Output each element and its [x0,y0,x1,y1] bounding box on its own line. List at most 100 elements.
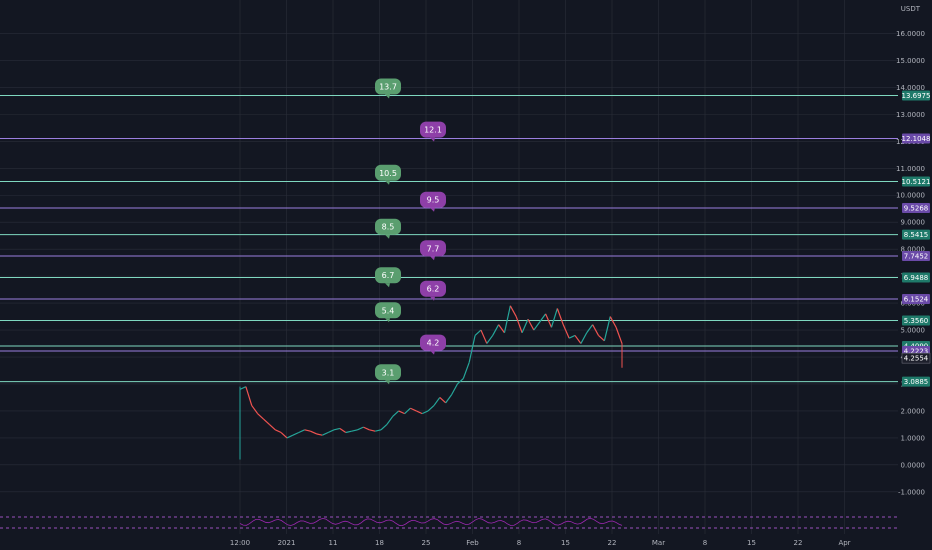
level-tag-bg [902,203,930,214]
price-segment [275,429,282,434]
x-axis: 12:00 2021 11 18 25 Feb 8 15 22 Mar 8 15 22 Apr [230,539,851,547]
x-tick-label: 22 [794,539,803,547]
level-tag-label: 9.5268 [904,205,929,213]
price-segment [268,423,276,431]
price-segment [292,431,300,436]
price-segment [322,431,329,436]
annotation-bubble [420,121,446,138]
y-tick-label: 1.0000 [901,434,926,442]
x-tick-label: 15 [747,539,756,547]
price-segment [439,397,447,404]
y-tick-label: -1.0000 [898,488,925,496]
y-tick-label: 14.0000 [896,84,925,92]
price-segment [245,386,253,406]
annotation-pointer [385,283,390,288]
currency-label: USDT [901,5,921,13]
y-tick-label: 8.0000 [901,246,926,254]
price-segment [609,316,617,328]
horizontal-levels [0,95,898,383]
annotation-label: 7.7 [427,244,440,253]
price-series [239,305,623,460]
level-tag-label: 6.1524 [904,295,929,303]
x-tick-label: Apr [838,539,850,547]
price-segment [462,362,470,379]
grid-layer [0,0,898,534]
x-tick-label: 22 [608,539,617,547]
y-tick-label: 9.0000 [901,219,926,227]
price-segment [327,429,335,434]
price-tags: 13.6975 12.1048 10.5121 9.5268 8.5415 7.7452 6… [901,90,931,387]
y-tick-label: 5.0000 [901,327,926,335]
annotation-label: 6.7 [382,271,395,280]
level-tag-bg [902,293,930,304]
annotation-bubble [420,280,446,297]
price-segment [392,410,400,417]
price-segment [580,332,588,344]
price-segment [239,386,247,390]
price-segment [363,426,370,431]
price-segment [351,429,358,432]
level-tag-bg [902,272,930,283]
annotation-bubble [375,267,401,284]
x-tick-label: 11 [329,539,338,547]
price-segment [398,410,405,415]
annotation-pointer [385,380,390,385]
price-segment [521,319,529,333]
level-tag-bg [902,176,930,187]
price-segment [404,407,411,415]
price-segment [492,324,500,336]
annotation-label: 9.5 [427,196,440,205]
price-segment [375,429,382,432]
price-segment [615,327,623,344]
current-price-tag-bg [901,352,931,364]
annotation-label: 3.1 [382,368,395,377]
x-tick-label: Mar [652,539,665,547]
annotation-pointer [385,94,390,99]
price-segment [380,423,388,431]
price-segment [603,316,611,341]
price-segment [468,335,476,363]
annotation-bubble [375,164,401,181]
annotation-bubble [375,364,401,381]
annotation-label: 10.5 [379,169,397,178]
price-segment [545,313,553,328]
annotation-bubble [375,78,401,95]
level-tag-bg [902,133,930,144]
annotation-pointer [430,256,435,261]
annotation-label: 5.4 [382,306,395,315]
price-segment [556,308,564,325]
x-tick-label: 8 [517,539,521,547]
price-segment [539,313,547,323]
annotation-bubble [420,334,446,351]
level-tag-bg [902,90,930,101]
annotation-label: 13.7 [379,82,397,91]
price-segment [298,429,305,434]
y-tick-label: 10.0000 [896,192,925,200]
price-segment [339,427,347,434]
y-tick-label: 11.0000 [896,165,925,173]
y-tick-label: 16.0000 [896,30,925,38]
price-segment [550,308,558,328]
price-segment [592,324,600,336]
price-segment [527,318,535,331]
x-tick-label: 18 [375,539,384,547]
level-tag-label: 6.9488 [904,274,929,282]
y-tick-label: 15.0000 [896,57,925,65]
price-segment [421,410,429,415]
level-tag-label: 12.1048 [902,135,931,143]
y-tick-label: 2.0000 [901,407,926,415]
price-segment [498,324,505,334]
price-segment [598,335,605,342]
price-segment [286,434,294,439]
price-segment [316,433,323,436]
price-segment [427,405,435,412]
annotation-label: 12.1 [424,126,442,135]
price-segment [586,324,594,334]
annotation-pointer [430,207,435,212]
x-tick-label: 15 [561,539,570,547]
price-segment [480,329,488,344]
level-tag-bg [902,376,930,387]
